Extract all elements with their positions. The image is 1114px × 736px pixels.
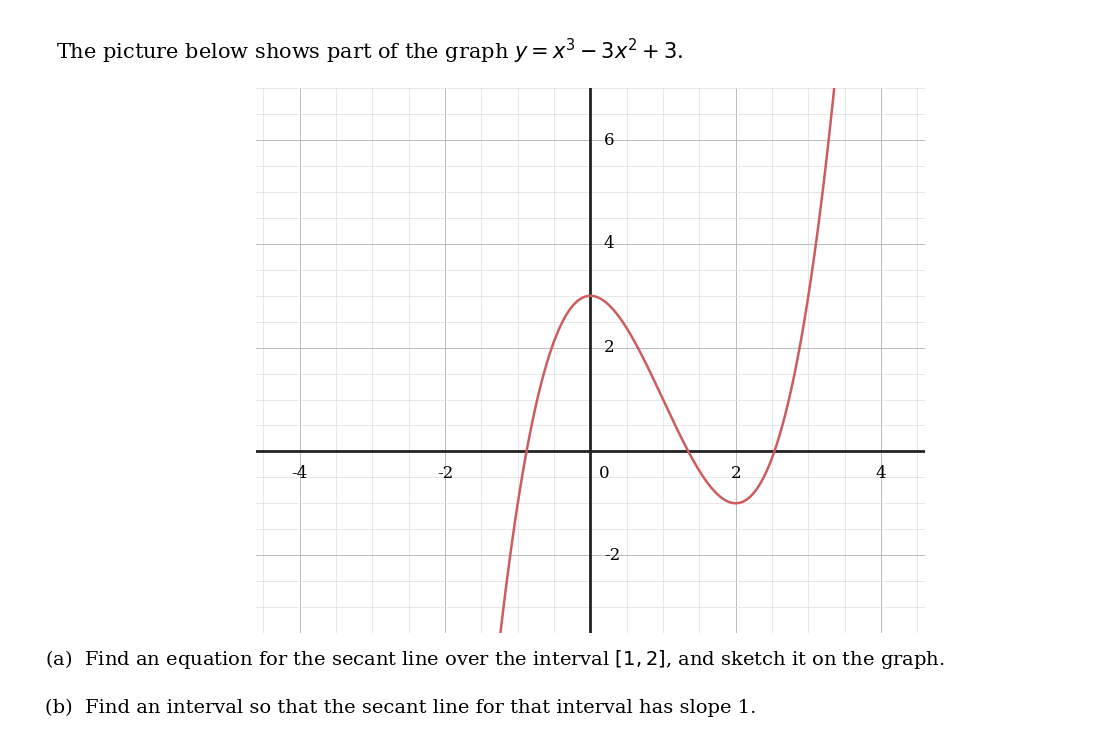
- Text: 4: 4: [876, 465, 887, 482]
- Text: -2: -2: [437, 465, 453, 482]
- Text: 4: 4: [604, 236, 615, 252]
- Text: The picture below shows part of the graph $y = x^3 - 3x^2 + 3$.: The picture below shows part of the grap…: [56, 37, 683, 66]
- Text: (a)  Find an equation for the secant line over the interval $[1, 2]$, and sketch: (a) Find an equation for the secant line…: [45, 648, 945, 671]
- Text: 0: 0: [598, 465, 609, 482]
- Text: (b)  Find an interval so that the secant line for that interval has slope 1.: (b) Find an interval so that the secant …: [45, 698, 756, 717]
- Text: 6: 6: [604, 132, 614, 149]
- Text: -4: -4: [292, 465, 307, 482]
- Text: 2: 2: [604, 339, 615, 356]
- Text: 2: 2: [731, 465, 741, 482]
- Text: -2: -2: [604, 547, 620, 564]
